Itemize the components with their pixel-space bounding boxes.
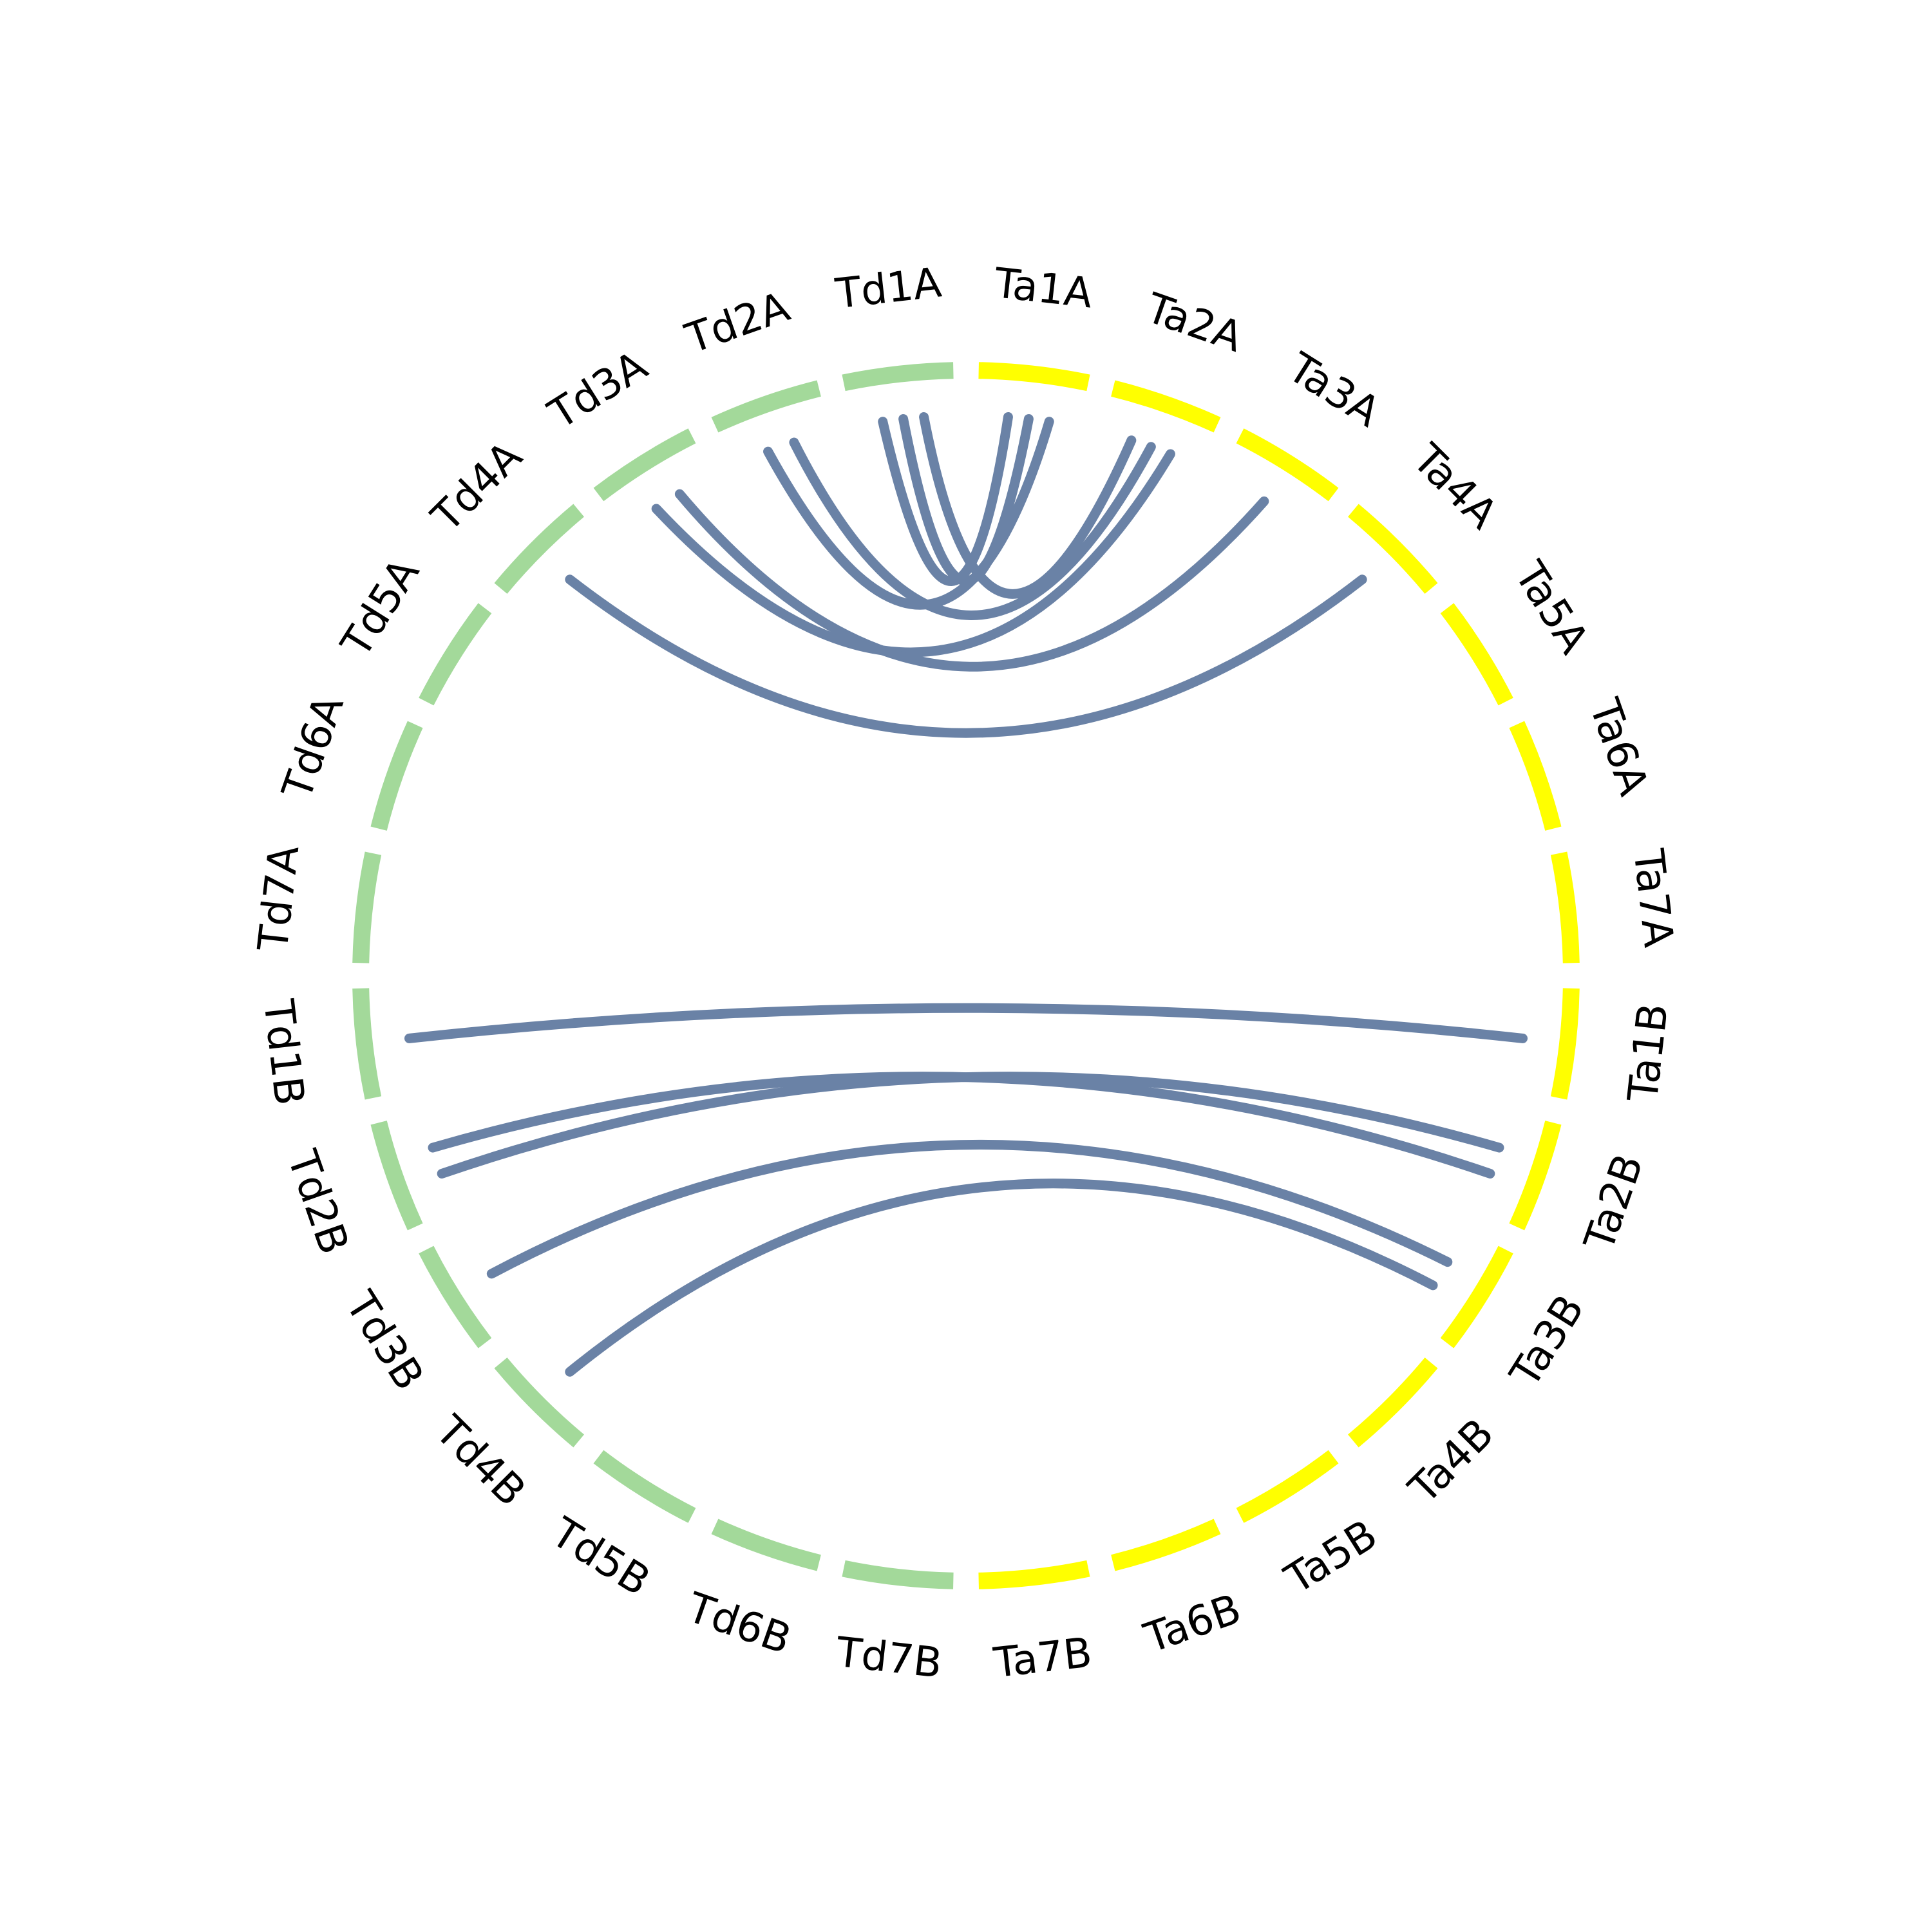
segment-td6b <box>711 1519 821 1571</box>
segment-label-ta5b: Ta5B <box>1276 1511 1385 1604</box>
link-ta3b-td4b-12 <box>565 1179 1438 1377</box>
link-ta1a-td1a-0 <box>878 412 1013 586</box>
segment-label-ta4a: Ta4A <box>1403 435 1506 538</box>
segment-td3b <box>419 1245 492 1349</box>
segment-ta7a <box>1550 851 1580 963</box>
segment-td5b <box>593 1450 696 1523</box>
segment-label-td2b: Td2B <box>278 1144 357 1261</box>
segment-label-ta6a: Ta6A <box>1580 692 1658 801</box>
segment-td5a <box>419 603 492 706</box>
segment-label-ta5a: Ta5A <box>1505 553 1598 662</box>
segment-label-td7a: Td7A <box>249 843 308 954</box>
segment-ta2b <box>1509 1121 1562 1231</box>
segment-td4a <box>494 504 584 594</box>
segment-label-ta7a: Ta7A <box>1624 846 1682 950</box>
segment-ta1b <box>1550 988 1580 1100</box>
segment-label-ta3b: Ta3B <box>1501 1287 1594 1396</box>
segment-td7b <box>842 1560 954 1589</box>
segment-ta7b <box>978 1560 1090 1589</box>
segment-label-td1b: Td1B <box>254 997 313 1108</box>
segment-label-ta2b: Ta2B <box>1575 1148 1653 1257</box>
segment-ta5b <box>1236 1450 1339 1523</box>
segment-td6a <box>370 721 423 831</box>
segment-label-td2a: Td2A <box>679 283 796 363</box>
links-layer <box>404 412 1528 1377</box>
segment-label-td6b: Td6B <box>681 1584 797 1663</box>
link-ta3b-td3b-11 <box>486 1139 1453 1279</box>
segment-ta6b <box>1111 1519 1221 1571</box>
segment-td1b <box>352 988 382 1100</box>
segment-label-td3b: Td3B <box>336 1283 433 1398</box>
segment-ta1a <box>978 362 1090 392</box>
segment-td3a <box>593 428 696 502</box>
segment-label-td5a: Td5A <box>332 551 430 666</box>
segment-td2b <box>370 1121 423 1231</box>
segment-ta4a <box>1348 504 1438 594</box>
segment-ta2a <box>1111 380 1221 433</box>
segment-td4b <box>494 1358 584 1448</box>
segment-label-ta3a: Ta3A <box>1279 344 1388 437</box>
segment-ta5a <box>1440 603 1513 706</box>
segment-label-td4a: Td4A <box>422 433 531 542</box>
link-ta2b-td2b-10 <box>428 1072 1495 1179</box>
segment-td2a <box>711 380 821 433</box>
segment-label-ta7b: Ta7B <box>991 1629 1095 1688</box>
link-ta1b-td1b-8 <box>404 1003 1528 1043</box>
link-ta2a-td1a-3 <box>919 412 1137 599</box>
segment-td7a <box>352 851 382 963</box>
segment-label-td5b: Td5B <box>542 1509 658 1606</box>
segment-label-td4b: Td4B <box>426 1406 535 1515</box>
segment-ta3b <box>1440 1245 1513 1349</box>
link-ta2a-td3a-5 <box>651 449 1175 658</box>
segment-label-td1a: Td1A <box>833 259 944 318</box>
segment-label-ta6b: Ta6B <box>1138 1586 1247 1663</box>
segment-ta3a <box>1236 428 1339 502</box>
segment-label-td7b: Td7B <box>833 1629 945 1688</box>
link-ta4a-td4a-7 <box>565 574 1367 738</box>
segments-layer <box>352 362 1580 1589</box>
segment-ta6a <box>1509 721 1562 831</box>
segment-label-ta1b: Ta1B <box>1619 1001 1678 1105</box>
link-ta3a-td3a-6 <box>674 489 1269 672</box>
segment-ta4b <box>1348 1358 1438 1448</box>
segment-label-td3a: Td3A <box>540 342 656 439</box>
segment-label-ta1a: Ta1A <box>991 260 1095 318</box>
segment-label-ta2a: Ta2A <box>1140 284 1249 362</box>
link-ta2a-td2a-4 <box>789 437 1156 620</box>
segment-label-td6a: Td6A <box>273 690 353 806</box>
segment-td1a <box>842 362 954 392</box>
segment-label-ta4b: Ta4B <box>1399 1410 1503 1513</box>
